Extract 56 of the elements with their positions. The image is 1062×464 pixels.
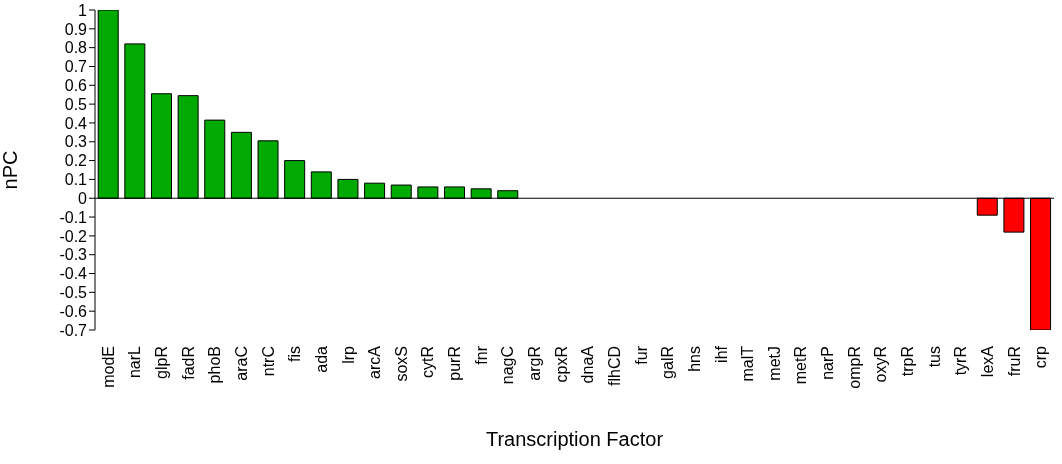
y-tick-label: 0.4 <box>64 114 88 132</box>
y-tick-label: -0.3 <box>59 246 88 264</box>
x-tick-label: tus <box>925 346 943 368</box>
x-tick-label: cpxR <box>552 346 570 383</box>
y-tick-label: 0.1 <box>64 171 88 189</box>
x-tick-label: tyrR <box>952 346 970 376</box>
x-tick-label: ada <box>312 345 330 373</box>
y-tick-label: 1 <box>78 1 88 19</box>
x-tick-label: fruR <box>1005 346 1023 377</box>
y-tick-label: 0.6 <box>64 76 88 94</box>
y-tick-label: 0 <box>78 189 88 207</box>
y-tick-label: 0.8 <box>64 39 88 57</box>
x-tick-label: araC <box>233 346 251 381</box>
x-tick-label: arcA <box>366 345 384 379</box>
y-tick-label: -0.1 <box>59 208 88 226</box>
x-tick-label: modE <box>99 346 117 388</box>
x-axis-title: Transcription Factor <box>484 428 665 451</box>
x-tick-label: metR <box>792 346 810 385</box>
x-tick-label: glpR <box>153 346 171 379</box>
x-tick-label: dnaA <box>579 345 597 384</box>
y-tick-label: 0.5 <box>64 95 88 113</box>
x-tick-label: metJ <box>765 346 783 381</box>
y-tick-label: -0.2 <box>59 227 88 245</box>
x-tick-label: fur <box>632 345 650 365</box>
x-tick-label: lexA <box>978 345 996 378</box>
y-tick-label: 0.9 <box>64 20 88 38</box>
y-tick-label: -0.7 <box>59 321 88 339</box>
x-tick-label: trpR <box>898 346 916 377</box>
x-tick-label: flhCD <box>605 346 623 387</box>
y-tick-label: -0.5 <box>59 284 88 302</box>
x-tick-label: oxyR <box>872 346 890 383</box>
y-tick-label: 0.3 <box>64 133 88 151</box>
x-tick-label: malT <box>739 345 757 382</box>
x-tick-label: lrp <box>339 345 357 364</box>
y-tick-label: 0.2 <box>64 152 88 170</box>
x-tick-label: fadR <box>179 346 197 380</box>
x-tick-label: phoB <box>206 346 224 384</box>
x-tick-label: fis <box>286 346 304 362</box>
x-tick-label: cytR <box>419 346 437 378</box>
x-tick-label: ntrC <box>259 346 277 377</box>
x-tick-label: narL <box>126 345 144 379</box>
x-tick-label: hns <box>685 346 703 372</box>
x-tick-label: galR <box>659 346 677 379</box>
y-axis-title: nPC <box>0 150 22 190</box>
y-tick-label: -0.6 <box>59 302 88 320</box>
x-tick-label: purR <box>446 346 464 381</box>
x-tick-label: argR <box>526 346 544 381</box>
x-tick-label: fnr <box>472 345 490 365</box>
x-tick-label: crp <box>1032 345 1050 369</box>
x-tick-label: narP <box>819 346 837 380</box>
x-tick-label: ompR <box>845 346 863 389</box>
y-tick-label: 0.7 <box>64 58 88 76</box>
y-tick-label: -0.4 <box>59 265 88 283</box>
x-tick-label: ihf <box>712 345 730 363</box>
x-tick-label: nagC <box>499 346 517 385</box>
x-tick-label: soxS <box>392 346 410 382</box>
